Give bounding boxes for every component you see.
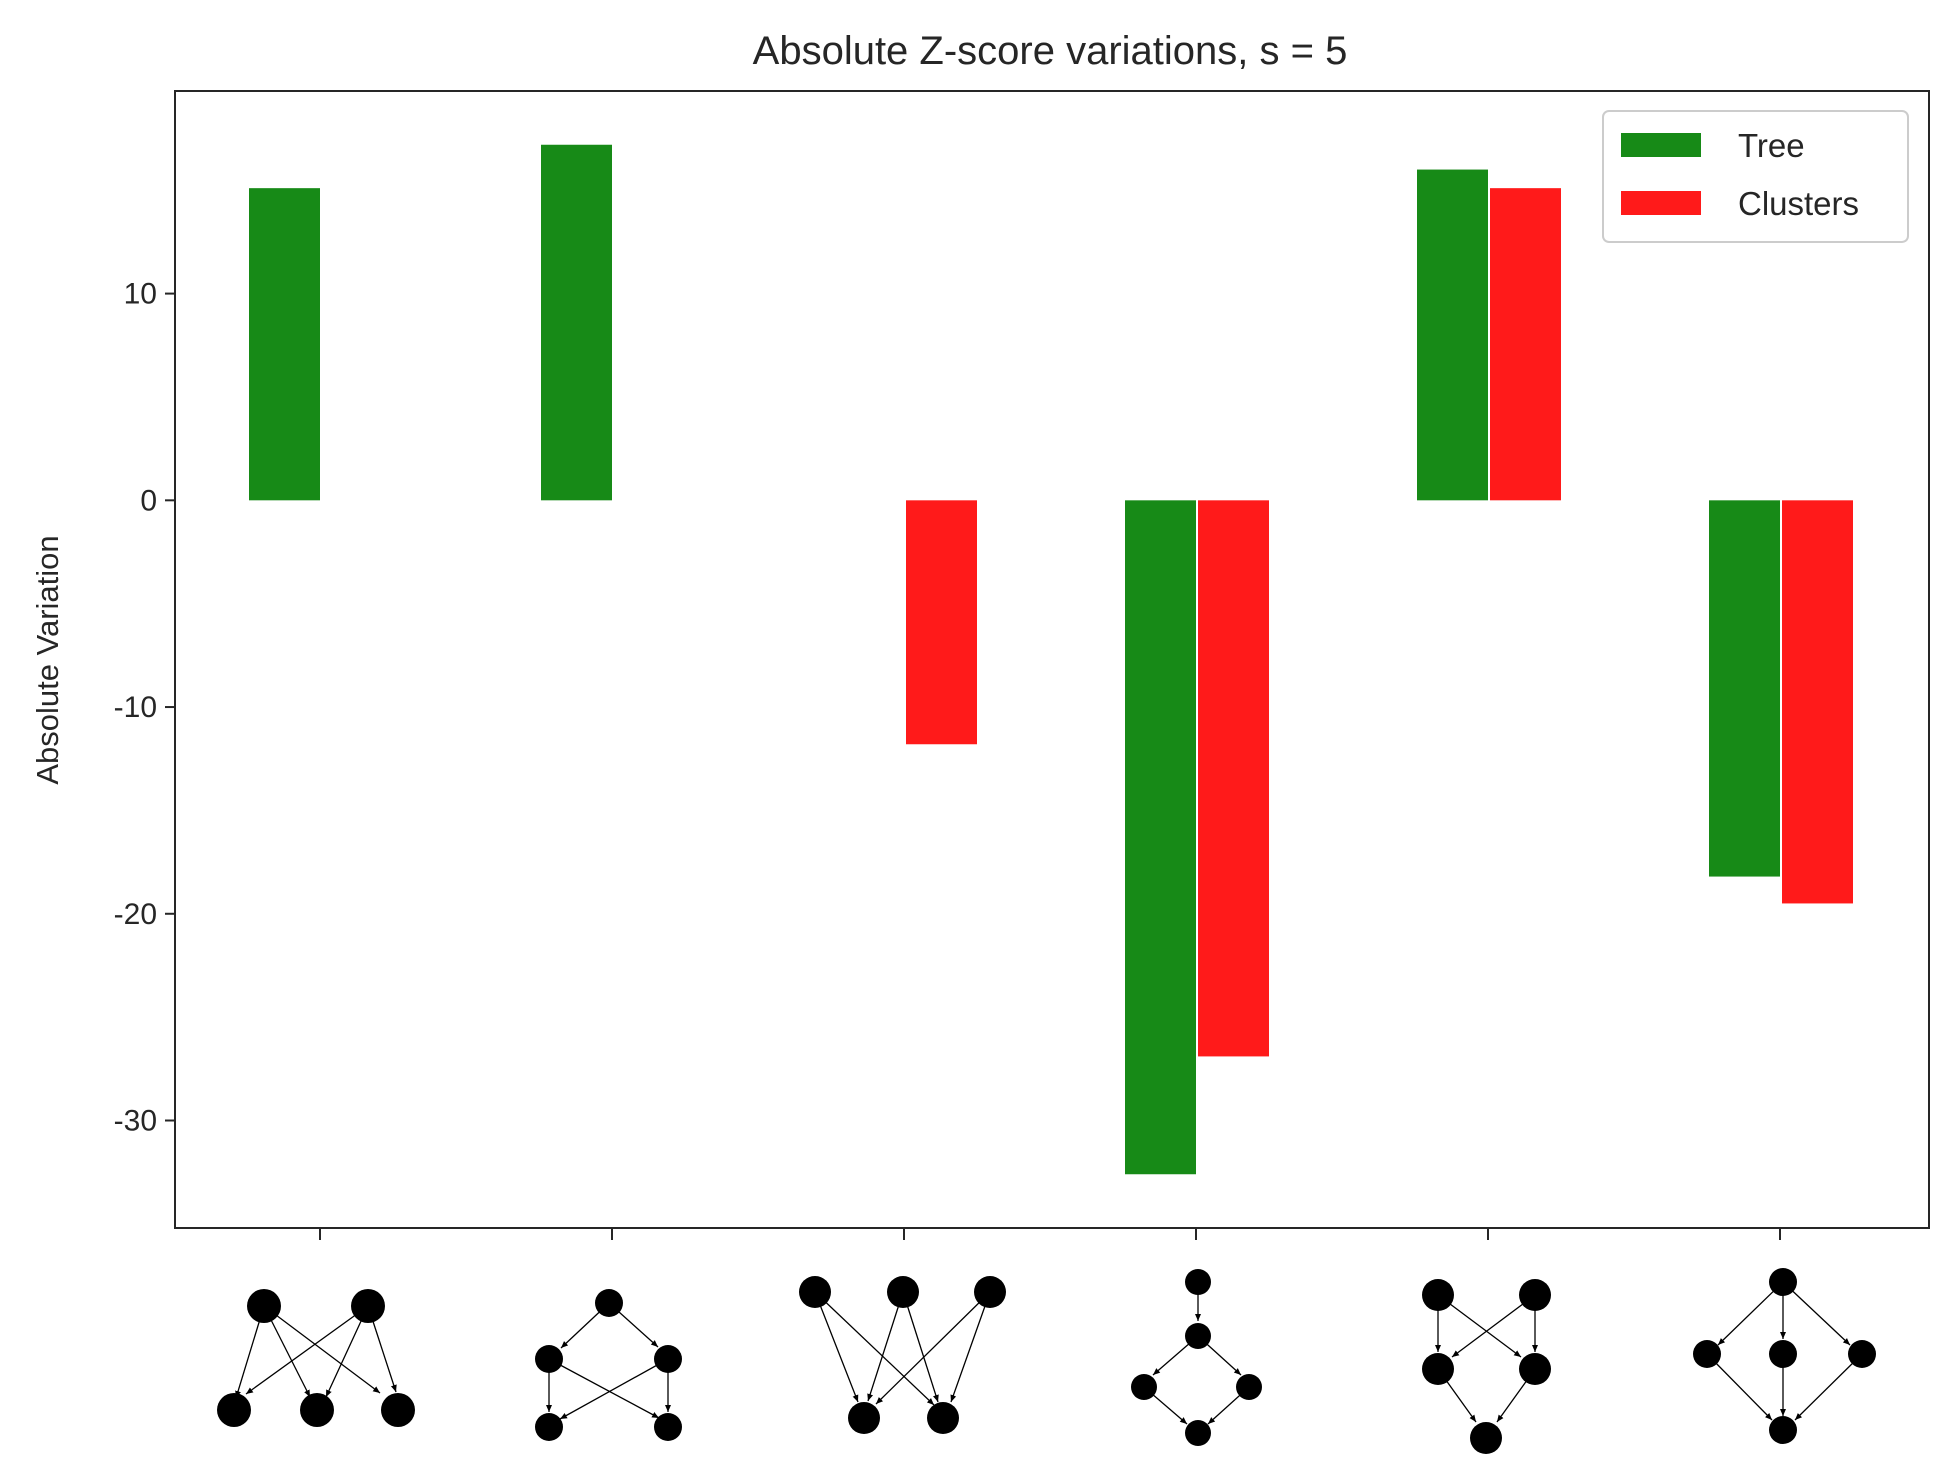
x-tick-motif-icons — [217, 1268, 1876, 1454]
bar-tree-2 — [541, 144, 612, 501]
y-axis-ticks: 10 0 -10 -20 -30 — [114, 278, 175, 1138]
bar-tree-6 — [1709, 500, 1780, 877]
y-tick-label: 0 — [140, 484, 157, 517]
chart-title: Absolute Z-score variations, s = 5 — [753, 29, 1348, 73]
x-axis-ticks — [319, 1228, 1781, 1240]
legend-swatch-tree — [1621, 133, 1701, 157]
y-tick-label: -20 — [114, 898, 157, 931]
motif-3-icon — [799, 1276, 1006, 1434]
legend-swatch-clusters — [1621, 191, 1701, 215]
legend: Tree Clusters — [1602, 110, 1909, 243]
legend-label-tree: Tree — [1738, 127, 1805, 164]
motif-4-icon — [1131, 1269, 1262, 1446]
motif-5-icon — [1422, 1279, 1551, 1454]
motif-6-icon — [1693, 1268, 1876, 1444]
motif-1-icon — [217, 1289, 415, 1427]
bar-clusters-6 — [1782, 500, 1853, 904]
y-axis-label: Absolute Variation — [30, 535, 65, 784]
bar-tree-4 — [1125, 500, 1196, 1175]
plot-frame — [174, 90, 1930, 1229]
y-tick-label: -30 — [114, 1105, 157, 1138]
bar-tree-5 — [1417, 169, 1488, 501]
bar-clusters-5 — [1490, 188, 1561, 501]
y-tick-label: -10 — [114, 691, 157, 724]
bars-layer — [249, 144, 1853, 1175]
bar-clusters-3 — [906, 500, 977, 745]
motif-2-icon — [535, 1289, 682, 1441]
bar-clusters-4 — [1198, 500, 1269, 1057]
bar-tree-1 — [249, 188, 320, 501]
legend-label-clusters: Clusters — [1738, 185, 1859, 222]
y-tick-label: 10 — [124, 278, 157, 311]
